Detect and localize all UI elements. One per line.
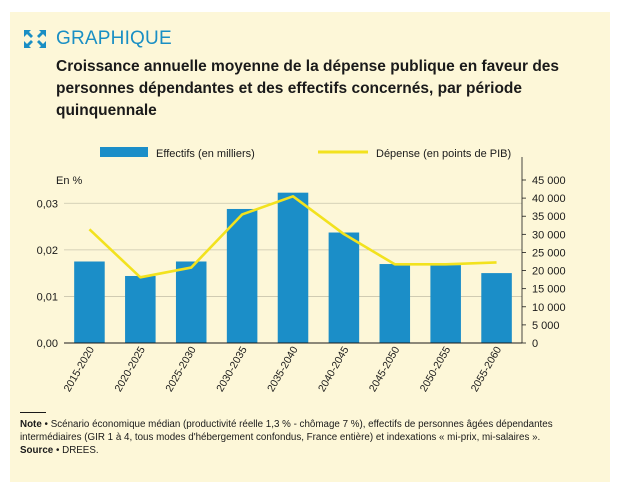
- bar: [328, 232, 360, 343]
- right-tick-label: 15 000: [532, 284, 566, 296]
- chart-title: Croissance annuelle moyenne de la dépens…: [56, 58, 560, 119]
- note-text: Scénario économique médian (productivité…: [20, 419, 553, 443]
- bar: [379, 264, 411, 343]
- line-series: [88, 195, 497, 279]
- x-tick-label: 2055-2060: [469, 344, 505, 394]
- x-tick-label: 2050-2055: [418, 344, 454, 394]
- x-tick-label: 2030-2035: [214, 344, 250, 394]
- bar-series: [74, 192, 512, 343]
- bar: [226, 208, 258, 343]
- legend-label-bar: Effectifs (en milliers): [156, 148, 255, 160]
- right-tick-label: 35 000: [532, 211, 566, 223]
- bar: [277, 192, 309, 343]
- right-tick-label: 25 000: [532, 247, 566, 259]
- source-line: Source • DREES.: [20, 444, 590, 457]
- right-tick-label: 10 000: [532, 302, 566, 314]
- source-text: DREES.: [62, 445, 99, 456]
- note-divider: [20, 412, 46, 413]
- x-tick-label: 2045-2050: [367, 344, 403, 394]
- right-tick-label: 5 000: [532, 320, 560, 332]
- bar: [430, 265, 461, 343]
- source-label: Source: [20, 445, 54, 456]
- x-tick-label: 2035-2040: [265, 344, 301, 394]
- bar: [74, 261, 105, 343]
- legend: Effectifs (en milliers) Dépense (en point…: [100, 147, 511, 160]
- note-line: Note • Scénario économique médian (produ…: [20, 418, 590, 444]
- left-tick-label: 0,00: [37, 338, 58, 350]
- x-tick-label: 2020-2025: [112, 344, 148, 394]
- bar: [125, 275, 156, 343]
- notes: Note • Scénario économique médian (produ…: [20, 418, 590, 457]
- right-tick-label: 30 000: [532, 229, 566, 241]
- note-bullet: •: [44, 419, 48, 430]
- note-label: Note: [20, 419, 42, 430]
- header-label: GRAPHIQUE: [56, 28, 172, 49]
- left-tick-label: 0,03: [37, 198, 58, 210]
- x-tick-label: 2040-2045: [316, 344, 352, 394]
- right-tick-label: 40 000: [532, 193, 566, 205]
- legend-swatch-bar: [100, 147, 148, 157]
- right-tick-label: 20 000: [532, 266, 566, 278]
- x-tick-label: 2015-2020: [62, 344, 98, 394]
- left-tick-label: 0,01: [37, 291, 58, 303]
- left-tick-label: 0,02: [37, 245, 58, 257]
- x-tick-label: 2025-2030: [163, 344, 199, 394]
- line-series-path: [88, 195, 497, 279]
- legend-label-line: Dépense (en points de PIB): [376, 148, 511, 160]
- bar: [481, 273, 512, 343]
- left-axis-unit: En %: [56, 175, 83, 187]
- right-tick-label: 45 000: [532, 175, 566, 187]
- right-tick-label: 0: [532, 338, 538, 350]
- bar: [175, 261, 207, 343]
- source-bullet: •: [55, 445, 60, 456]
- expand-icon: [24, 30, 46, 48]
